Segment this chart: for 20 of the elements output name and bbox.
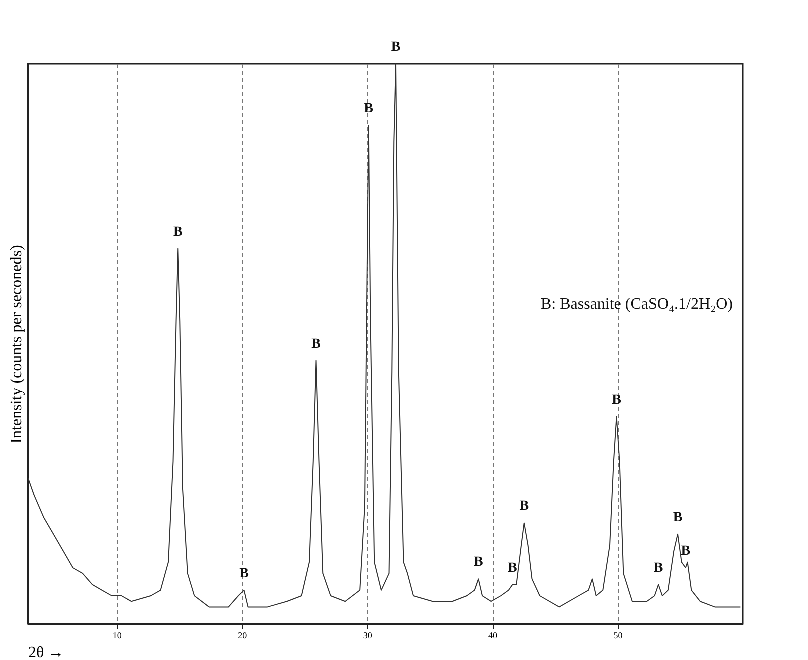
y-axis-title: Intensity (counts per seconeds): [8, 245, 26, 444]
annotation: B: [520, 499, 530, 514]
x-tick-label: 20: [238, 630, 248, 640]
annotation: B: [673, 510, 683, 526]
annotation: B: [391, 40, 401, 55]
x-axis-title: 2θ →: [28, 644, 64, 660]
x-tick-label: 10: [112, 630, 122, 640]
annotation: B: [240, 566, 249, 582]
annotation: B: [364, 102, 374, 117]
annotation: B: [612, 392, 622, 408]
annotation: B: [312, 336, 321, 352]
annotation: B: Bassanite (CaSO₄.1/2H₂O): [540, 296, 733, 313]
x-tick-label: 40: [488, 630, 498, 640]
annotation: B: [508, 560, 518, 576]
annotation: B: [654, 560, 664, 576]
annotation: B: [681, 544, 691, 559]
annotation: B: [173, 224, 183, 240]
x-tick-label: 30: [363, 630, 373, 640]
annotation: B: [474, 555, 484, 570]
x-tick-label: 50: [614, 630, 624, 640]
